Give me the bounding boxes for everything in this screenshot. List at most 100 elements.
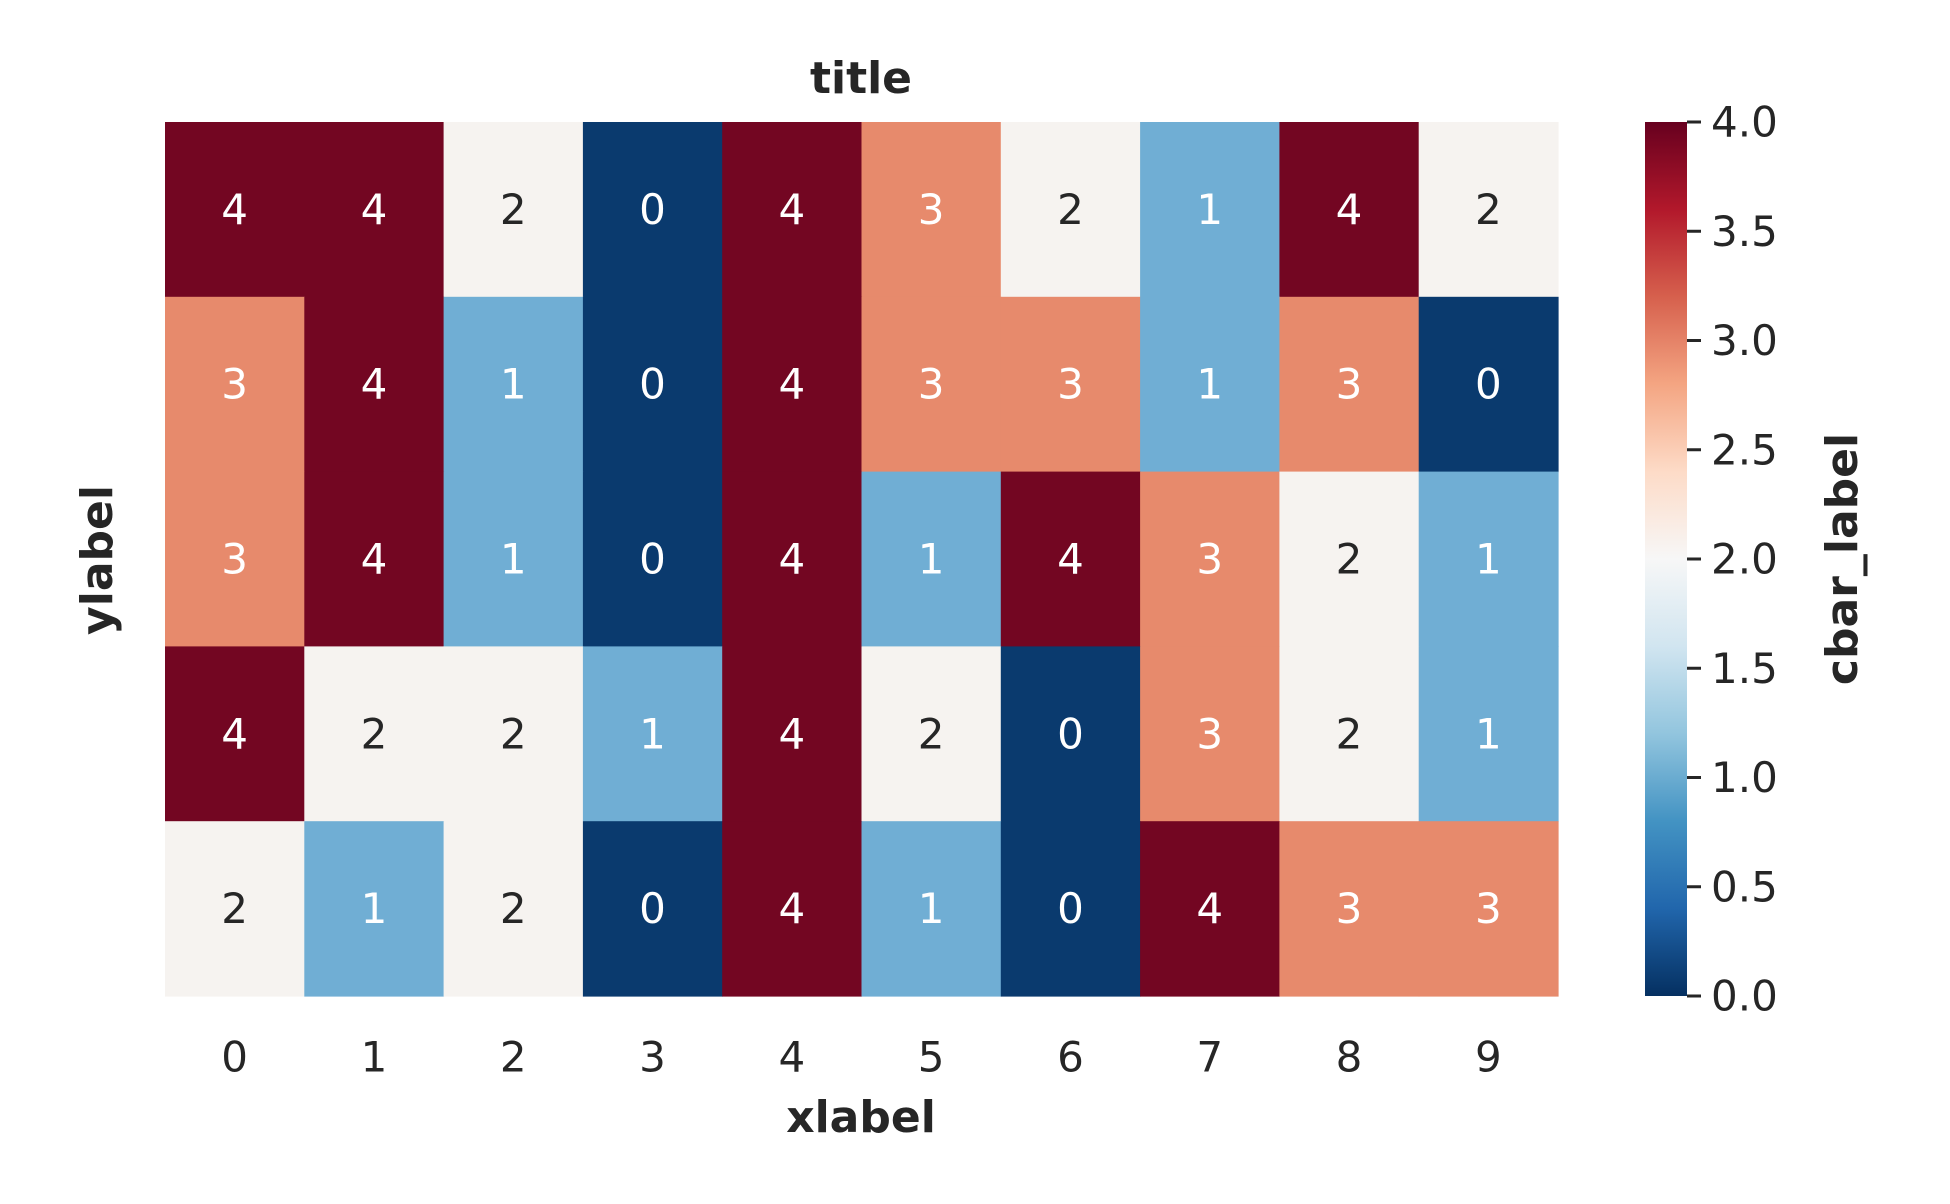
heatmap-cell	[304, 296, 445, 473]
cell-value-label: 2	[1057, 185, 1084, 234]
colorbar-tick-label: 1.0	[1711, 753, 1778, 802]
x-tick-label: 6	[1057, 1033, 1084, 1082]
cell-value-label: 3	[918, 360, 945, 409]
heatmap-cell	[1418, 471, 1559, 647]
heatmap-cell	[304, 122, 445, 298]
x-tick-label: 7	[1196, 1033, 1223, 1082]
heatmap-cell	[1140, 471, 1280, 647]
cell-value-label: 3	[1336, 884, 1363, 933]
cell-value-label: 3	[1057, 360, 1084, 409]
cell-value-label: 1	[639, 709, 666, 758]
chart-title: title	[810, 53, 912, 104]
cell-value-label: 2	[1336, 535, 1363, 584]
heatmap-cell	[443, 122, 584, 298]
heatmap-cell	[861, 821, 1002, 997]
heatmap-cell	[582, 646, 723, 822]
x-tick-label: 0	[221, 1033, 248, 1082]
heatmap-cell	[443, 646, 584, 822]
cell-value-label: 2	[918, 709, 945, 758]
cell-value-label: 0	[639, 884, 666, 933]
colorbar-tick-label: 3.0	[1711, 316, 1778, 365]
heatmap-cell	[722, 821, 863, 997]
cell-value-label: 3	[221, 535, 248, 584]
cell-value-label: 4	[221, 709, 248, 758]
heatmap-cell	[1140, 296, 1280, 473]
x-tick-label: 9	[1475, 1033, 1502, 1082]
cell-value-label: 0	[1475, 360, 1502, 409]
colorbar-tick-label: 0.0	[1711, 972, 1778, 1021]
heatmap-cell	[1418, 296, 1559, 473]
colorbar	[1645, 122, 1687, 996]
cell-value-label: 1	[500, 535, 527, 584]
x-tick-label: 3	[639, 1033, 666, 1082]
colorbar-tick-label: 1.5	[1711, 644, 1778, 693]
heatmap-cell	[722, 122, 863, 298]
heatmap-cell	[722, 646, 863, 822]
heatmap-cell	[722, 296, 863, 473]
heatmap-cell	[582, 471, 723, 647]
cell-value-label: 4	[361, 185, 388, 234]
colorbar-tick-labels: 0.0 0.5 1.0 1.5 2.0 2.5 3.0 3.5 4.0	[1687, 98, 1778, 1021]
heatmap-cell	[582, 122, 723, 298]
cell-value-label: 0	[639, 185, 666, 234]
colorbar-tick-label: 3.5	[1711, 207, 1778, 256]
heatmap-cell	[304, 821, 445, 997]
heatmap-cell	[1279, 122, 1420, 298]
x-tick-label: 2	[500, 1033, 527, 1082]
cell-value-label: 3	[918, 185, 945, 234]
heatmap-cell	[443, 296, 584, 473]
cell-value-label: 2	[1475, 185, 1502, 234]
heatmap-cell	[722, 471, 863, 647]
heatmap-cell	[1140, 646, 1280, 822]
heatmap-cell	[165, 646, 305, 822]
heatmap-cell	[304, 646, 445, 822]
cell-value-label: 0	[1057, 709, 1084, 758]
cell-value-label: 2	[361, 709, 388, 758]
heatmap-cell	[861, 122, 1002, 298]
cell-value-label: 4	[221, 185, 248, 234]
cell-value-label: 3	[221, 360, 248, 409]
heatmap-cell	[165, 821, 305, 997]
cell-value-label: 0	[1057, 884, 1084, 933]
colorbar-label: cbar_label	[1817, 433, 1868, 685]
heatmap-cell	[1000, 471, 1141, 647]
heatmap-cell	[1140, 821, 1280, 997]
cell-value-label: 4	[778, 884, 805, 933]
cell-value-label: 1	[1196, 360, 1223, 409]
cell-value-label: 2	[500, 884, 527, 933]
cell-value-label: 4	[361, 360, 388, 409]
cell-value-label: 2	[500, 709, 527, 758]
heatmap-cell	[165, 471, 305, 647]
heatmap-cell	[1279, 471, 1420, 647]
heatmap-cell	[1000, 296, 1141, 473]
colorbar-tick-label: 4.0	[1711, 98, 1778, 147]
cell-value-label: 3	[1196, 535, 1223, 584]
heatmap-cell	[1000, 646, 1141, 822]
x-tick-label: 5	[918, 1033, 945, 1082]
heatmap-cell	[582, 296, 723, 473]
heatmap-cell	[861, 646, 1002, 822]
colorbar-tick-label: 2.0	[1711, 535, 1778, 584]
cell-value-label: 3	[1475, 884, 1502, 933]
heatmap-cell	[1000, 821, 1141, 997]
heatmap-cells	[165, 122, 1559, 997]
heatmap-cell	[1140, 122, 1280, 298]
cell-value-label: 1	[918, 535, 945, 584]
heatmap-cell	[1418, 122, 1559, 298]
cell-value-label: 1	[500, 360, 527, 409]
heatmap-cell	[165, 122, 305, 298]
cell-value-label: 4	[778, 185, 805, 234]
heatmap-cell	[1279, 821, 1420, 997]
cell-value-label: 1	[1475, 535, 1502, 584]
heatmap-cell	[304, 471, 445, 647]
heatmap-cell	[1418, 646, 1559, 822]
colorbar-tick-label: 2.5	[1711, 425, 1778, 474]
x-tick-label: 4	[778, 1033, 805, 1082]
x-axis-label: xlabel	[786, 1092, 936, 1143]
cell-value-label: 0	[639, 535, 666, 584]
cell-value-label: 2	[221, 884, 248, 933]
heatmap-cell	[1279, 296, 1420, 473]
heatmap-cell	[861, 296, 1002, 473]
